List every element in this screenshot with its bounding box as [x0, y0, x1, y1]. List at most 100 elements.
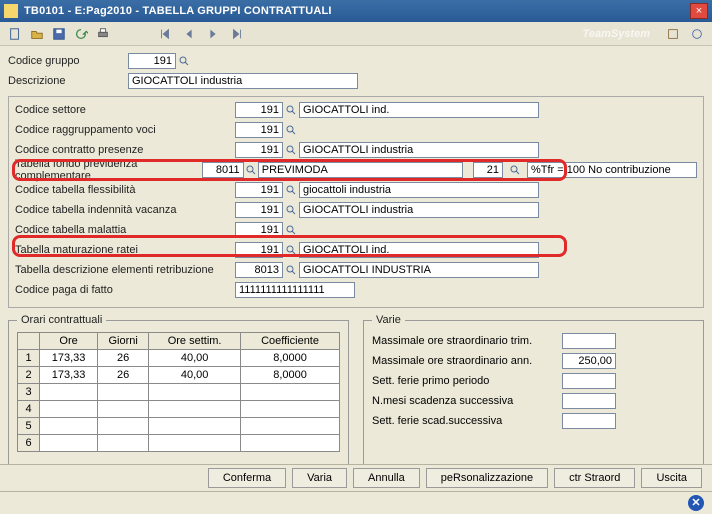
desc-field[interactable]: GIOCATTOLI ind.: [299, 242, 539, 258]
table-cell[interactable]: 26: [98, 367, 149, 384]
table-cell[interactable]: [241, 384, 340, 401]
table-cell[interactable]: 40,00: [149, 367, 241, 384]
lookup-icon[interactable]: [285, 143, 297, 157]
table-cell[interactable]: [40, 418, 98, 435]
new-icon[interactable]: [6, 25, 24, 43]
field-label: Codice contratto presenze: [15, 144, 235, 156]
table-cell[interactable]: [241, 418, 340, 435]
code-field[interactable]: 191: [235, 122, 283, 138]
field-label: Tabella fondo previdenza complementare: [15, 158, 202, 182]
varie-field[interactable]: [562, 393, 616, 409]
table-cell[interactable]: [40, 384, 98, 401]
extra-code-field[interactable]: 21: [473, 162, 503, 178]
varie-label: Sett. ferie primo periodo: [372, 375, 562, 387]
table-cell[interactable]: 8,0000: [241, 350, 340, 367]
save-icon[interactable]: [50, 25, 68, 43]
lookup-icon[interactable]: [285, 123, 297, 137]
varie-field[interactable]: 250,00: [562, 353, 616, 369]
table-cell[interactable]: [241, 435, 340, 452]
col-header: Coefficiente: [241, 333, 340, 350]
extra-desc-field[interactable]: %Tfr = 100 No contribuzione: [527, 162, 697, 178]
code-field[interactable]: 191: [235, 242, 283, 258]
lookup-icon[interactable]: [246, 163, 256, 177]
lookup-icon[interactable]: [285, 223, 297, 237]
next-icon[interactable]: [204, 25, 222, 43]
descrizione-field[interactable]: GIOCATTOLI industria: [128, 73, 358, 89]
desc-field[interactable]: PREVIMODA: [258, 162, 463, 178]
table-cell[interactable]: 173,33: [40, 367, 98, 384]
lookup-icon[interactable]: [285, 103, 297, 117]
code-field[interactable]: 191: [235, 222, 283, 238]
last-icon[interactable]: [228, 25, 246, 43]
table-cell[interactable]: [40, 401, 98, 418]
varie-field[interactable]: [562, 333, 616, 349]
personalizzazione-button[interactable]: peRsonalizzazione: [426, 468, 548, 488]
status-info-icon[interactable]: ✕: [688, 495, 704, 511]
field-label: Codice tabella indennità vacanza: [15, 204, 235, 216]
orari-table: OreGiorniOre settim.Coefficiente1173,332…: [17, 332, 340, 452]
lookup-icon[interactable]: [285, 243, 297, 257]
codice-gruppo-field[interactable]: 191: [128, 53, 176, 69]
desc-field[interactable]: GIOCATTOLI INDUSTRIA: [299, 262, 539, 278]
code-field[interactable]: 8013: [235, 262, 283, 278]
field-label: Codice tabella flessibilità: [15, 184, 235, 196]
lookup-icon[interactable]: [285, 183, 297, 197]
table-cell[interactable]: 8,0000: [241, 367, 340, 384]
prev-icon[interactable]: [180, 25, 198, 43]
desc-field[interactable]: GIOCATTOLI industria: [299, 202, 539, 218]
varia-button[interactable]: Varia: [292, 468, 347, 488]
table-cell[interactable]: 26: [98, 350, 149, 367]
lookup-icon[interactable]: [509, 163, 521, 177]
desc-field[interactable]: giocattoli industria: [299, 182, 539, 198]
table-cell[interactable]: [98, 384, 149, 401]
table-cell[interactable]: [149, 384, 241, 401]
field-label: Codice settore: [15, 104, 235, 116]
toolbar: TeamSystem: [0, 22, 712, 46]
field-label: Tabella descrizione elementi retribuzion…: [15, 264, 235, 276]
print-icon[interactable]: [94, 25, 112, 43]
table-cell[interactable]: [149, 401, 241, 418]
row-header: 1: [18, 350, 40, 367]
code-field[interactable]: 191: [235, 202, 283, 218]
code-wide-field[interactable]: 1111111111111111: [235, 282, 355, 298]
desc-field[interactable]: GIOCATTOLI industria: [299, 142, 539, 158]
table-cell[interactable]: 40,00: [149, 350, 241, 367]
varie-field[interactable]: [562, 413, 616, 429]
brand-label: TeamSystem: [583, 28, 660, 40]
varie-label: Massimale ore straordinario ann.: [372, 355, 562, 367]
varie-legend: Varie: [372, 314, 405, 326]
table-cell[interactable]: [98, 401, 149, 418]
uscita-button[interactable]: Uscita: [641, 468, 702, 488]
desc-field[interactable]: GIOCATTOLI ind.: [299, 102, 539, 118]
conferma-button[interactable]: Conferma: [208, 468, 286, 488]
lookup-icon[interactable]: [285, 263, 297, 277]
code-field[interactable]: 191: [235, 102, 283, 118]
codice-gruppo-label: Codice gruppo: [8, 55, 128, 67]
ctr-straord-button[interactable]: ctr Straord: [554, 468, 635, 488]
open-icon[interactable]: [28, 25, 46, 43]
table-cell[interactable]: [98, 435, 149, 452]
field-label: Codice tabella malattia: [15, 224, 235, 236]
table-cell[interactable]: 173,33: [40, 350, 98, 367]
lookup-icon[interactable]: [178, 54, 190, 68]
app-icon: [4, 4, 18, 18]
close-icon[interactable]: ×: [690, 3, 708, 19]
table-cell[interactable]: [40, 435, 98, 452]
table-cell[interactable]: [149, 418, 241, 435]
annulla-button[interactable]: Annulla: [353, 468, 420, 488]
field-label: Codice raggruppamento voci: [15, 124, 235, 136]
descrizione-label: Descrizione: [8, 75, 128, 87]
lookup-icon[interactable]: [285, 203, 297, 217]
code-field[interactable]: 191: [235, 182, 283, 198]
code-field[interactable]: 191: [235, 142, 283, 158]
varie-field[interactable]: [562, 373, 616, 389]
refresh-icon[interactable]: [72, 25, 90, 43]
help-icon[interactable]: [688, 25, 706, 43]
table-cell[interactable]: [149, 435, 241, 452]
first-icon[interactable]: [156, 25, 174, 43]
fields-group: Codice settore191GIOCATTOLI ind.Codice r…: [8, 96, 704, 308]
attach-icon[interactable]: [664, 25, 682, 43]
code-field[interactable]: 8011: [202, 162, 244, 178]
table-cell[interactable]: [98, 418, 149, 435]
table-cell[interactable]: [241, 401, 340, 418]
